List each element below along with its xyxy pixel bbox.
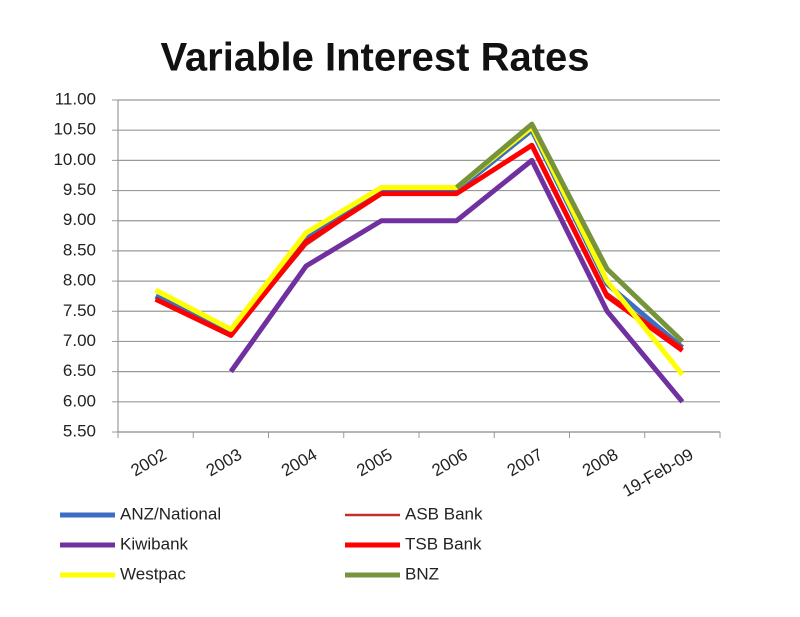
series-line [154,124,685,377]
y-tick-label: 6.50 [63,361,96,380]
y-tick-label: 7.00 [63,331,96,350]
x-tick-label: 2003 [203,445,245,480]
x-tick-label: 2004 [278,445,320,480]
legend-label: TSB Bank [405,534,482,553]
series-line [154,127,684,350]
y-tick-label: 9.50 [63,180,96,199]
series-line [228,157,685,404]
y-tick-label: 8.00 [63,271,96,290]
series-line [455,121,685,344]
x-tick-label: 19-Feb-09 [619,445,696,501]
x-tick-label: 2006 [429,445,471,480]
y-tick-label: 5.50 [63,421,96,440]
y-tick-label: 11.00 [55,89,96,108]
y-tick-label: 9.00 [63,210,96,229]
x-tick-label: 2008 [579,445,621,480]
y-tick-label: 7.50 [63,301,96,320]
series-line [155,144,684,349]
x-tick-label: 2007 [504,445,546,480]
x-tick-label: 2005 [353,445,395,480]
y-tick-label: 8.50 [63,240,96,259]
chart-title: Variable Interest Rates [160,36,589,80]
x-tick-label: 2002 [128,445,170,480]
y-tick-label: 6.00 [63,391,96,410]
y-tick-label: 10.00 [53,150,96,169]
series-line [154,142,684,353]
y-tick-label: 10.50 [53,120,96,139]
legend-label: BNZ [405,564,439,583]
legend-label: Kiwibank [120,534,189,553]
legend-label: ANZ/National [120,504,221,523]
legend-label: ASB Bank [405,504,483,523]
legend-label: Westpac [120,564,186,583]
